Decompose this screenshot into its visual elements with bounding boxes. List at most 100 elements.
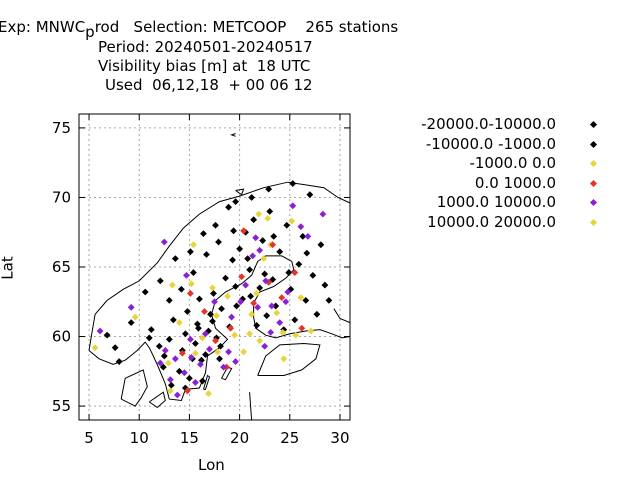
data-point — [292, 331, 300, 339]
data-point — [214, 348, 221, 356]
data-point — [192, 379, 199, 386]
data-point — [141, 288, 149, 296]
data-point — [237, 298, 244, 306]
x-tick-label: 10 — [130, 429, 149, 447]
data-point — [229, 256, 236, 264]
data-point — [197, 360, 204, 368]
data-point — [203, 251, 210, 258]
data-point — [164, 359, 172, 367]
data-point — [161, 347, 169, 354]
data-point — [187, 335, 194, 343]
data-point — [303, 249, 311, 257]
data-point — [199, 334, 206, 342]
data-point — [171, 355, 179, 363]
y-tick-label: 55 — [52, 397, 71, 415]
data-point — [280, 355, 288, 363]
data-point — [115, 358, 123, 365]
data-point — [260, 255, 268, 263]
data-point — [256, 337, 264, 345]
data-point — [156, 277, 164, 285]
data-point — [175, 319, 183, 327]
data-point — [261, 342, 269, 350]
data-point — [307, 327, 315, 335]
data-point — [225, 348, 232, 356]
data-point — [270, 233, 278, 240]
data-point — [160, 238, 168, 246]
coastline — [149, 391, 166, 409]
data-point — [249, 252, 257, 260]
coastline — [221, 366, 233, 381]
data-point — [269, 241, 277, 249]
data-point — [299, 233, 307, 240]
data-point — [304, 233, 312, 240]
data-point — [188, 354, 195, 361]
data-point — [309, 271, 317, 279]
data-point — [103, 331, 111, 339]
data-point — [209, 284, 216, 292]
data-point — [267, 328, 275, 336]
data-point — [168, 281, 176, 289]
x-tick-label: 20 — [230, 429, 249, 447]
data-point — [212, 337, 219, 345]
data-point — [240, 348, 248, 356]
data-point — [230, 227, 237, 235]
data-point — [215, 238, 222, 246]
data-point — [313, 310, 321, 318]
data-point — [282, 298, 290, 306]
data-point — [213, 312, 220, 320]
data-point — [254, 303, 262, 311]
data-point — [209, 317, 216, 325]
data-point — [273, 309, 281, 317]
data-point — [266, 207, 274, 215]
data-point — [291, 316, 299, 324]
data-point — [259, 237, 267, 244]
data-point — [178, 349, 186, 357]
data-point — [250, 216, 258, 224]
y-axis-label: Lat — [0, 256, 17, 280]
data-point — [195, 324, 202, 332]
data-point — [236, 245, 243, 253]
data-point — [202, 351, 209, 359]
chart-title-line1: Exp: MNWCprod Selection: METCOOP 265 sta… — [0, 18, 398, 41]
data-point — [227, 324, 234, 332]
data-point — [180, 369, 188, 377]
data-point — [319, 210, 327, 218]
coastline — [257, 342, 321, 376]
data-point — [302, 296, 310, 304]
data-point — [264, 214, 272, 222]
data-point — [246, 266, 254, 274]
data-point — [276, 319, 284, 327]
coastline — [249, 392, 253, 421]
data-point — [285, 269, 293, 276]
data-point — [96, 327, 104, 335]
data-point — [317, 241, 325, 249]
data-point — [248, 194, 256, 201]
data-point — [239, 295, 247, 303]
data-point — [224, 292, 231, 300]
data-point — [169, 316, 177, 324]
data-point — [255, 210, 263, 218]
legend-entry-label: -1000.0 0.0 — [469, 154, 556, 172]
data-point — [232, 358, 239, 365]
data-point — [145, 334, 153, 342]
data-point — [232, 283, 239, 290]
data-point — [298, 324, 306, 332]
data-point — [165, 296, 173, 304]
data-point — [201, 308, 208, 315]
legend-entry-label: 1000.0 10000.0 — [436, 193, 556, 211]
data-point — [216, 355, 223, 363]
chart-title-line4: Used 06,12,18 + 00 06 12 — [105, 76, 313, 94]
y-tick-label: 65 — [52, 258, 71, 276]
data-point — [186, 374, 193, 382]
data-point — [272, 302, 280, 310]
data-point — [262, 277, 270, 285]
data-point — [306, 191, 314, 199]
data-point — [187, 290, 194, 297]
data-point — [250, 299, 258, 307]
legend-entry-label: 0.0 1000.0 — [474, 173, 556, 192]
data-point — [240, 227, 248, 235]
data-point — [261, 270, 269, 278]
coastline — [230, 133, 236, 137]
data-point — [265, 185, 273, 193]
data-point — [217, 342, 224, 350]
